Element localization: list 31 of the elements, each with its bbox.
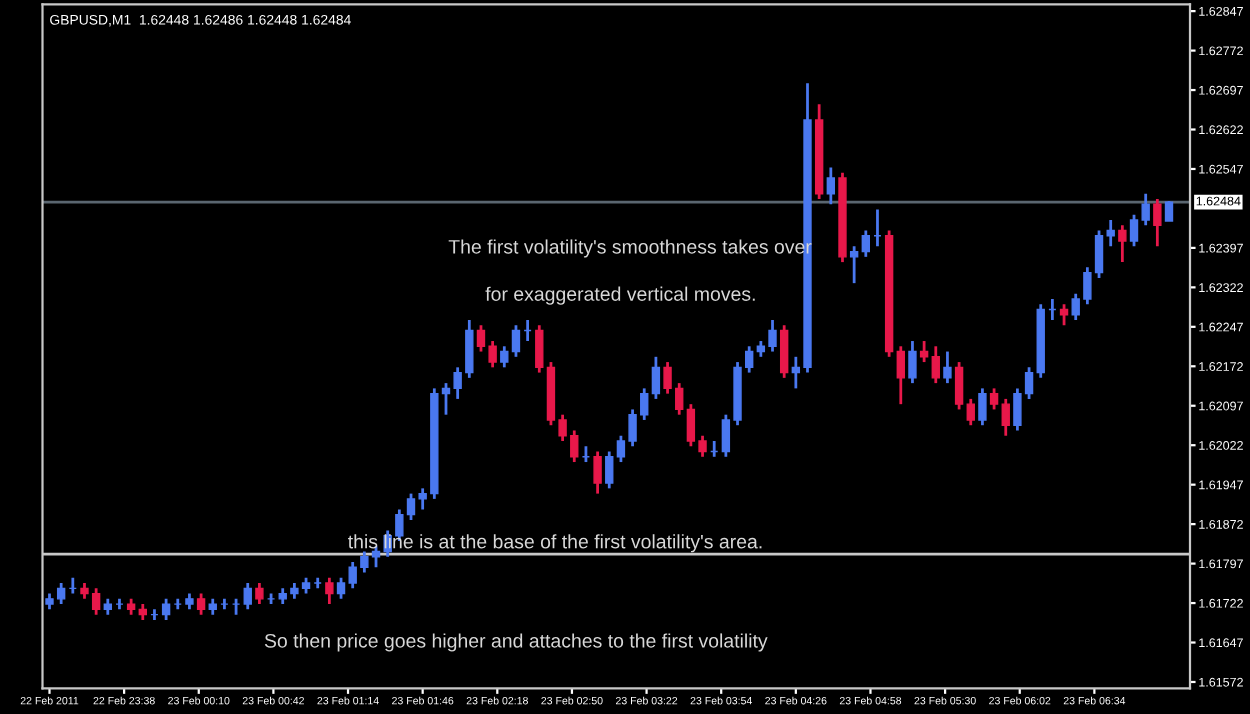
candlestick <box>896 344 905 406</box>
candlestick <box>1153 197 1162 248</box>
candlestick <box>826 166 836 206</box>
candlestick <box>908 339 917 385</box>
candlestick <box>861 229 871 259</box>
candlestick <box>605 450 614 490</box>
candlestick <box>978 386 987 427</box>
candlestick <box>255 581 264 606</box>
candlestick <box>1164 199 1174 223</box>
candlestick <box>931 344 940 385</box>
candlestick <box>849 244 859 285</box>
candlestick <box>593 450 602 496</box>
candlestick <box>919 339 929 364</box>
candlestick <box>511 323 521 359</box>
candlestick <box>336 576 346 601</box>
candlestick <box>1118 223 1127 264</box>
candlestick <box>535 323 544 374</box>
candlestick <box>196 592 206 617</box>
candlestick <box>966 397 975 427</box>
candlestick <box>161 597 171 622</box>
candlestick <box>989 386 999 411</box>
annotation: for exaggerated vertical moves. <box>485 286 755 305</box>
candlestick <box>500 344 509 369</box>
candlestick <box>779 323 789 380</box>
candlestick <box>943 350 952 385</box>
candlestick <box>1001 397 1010 438</box>
candlestick <box>954 360 964 411</box>
candlestick <box>651 355 661 401</box>
candlestick <box>243 581 252 611</box>
annotation: So then price goes higher and attaches to the first volatility <box>264 633 768 652</box>
candlestick <box>325 576 334 606</box>
